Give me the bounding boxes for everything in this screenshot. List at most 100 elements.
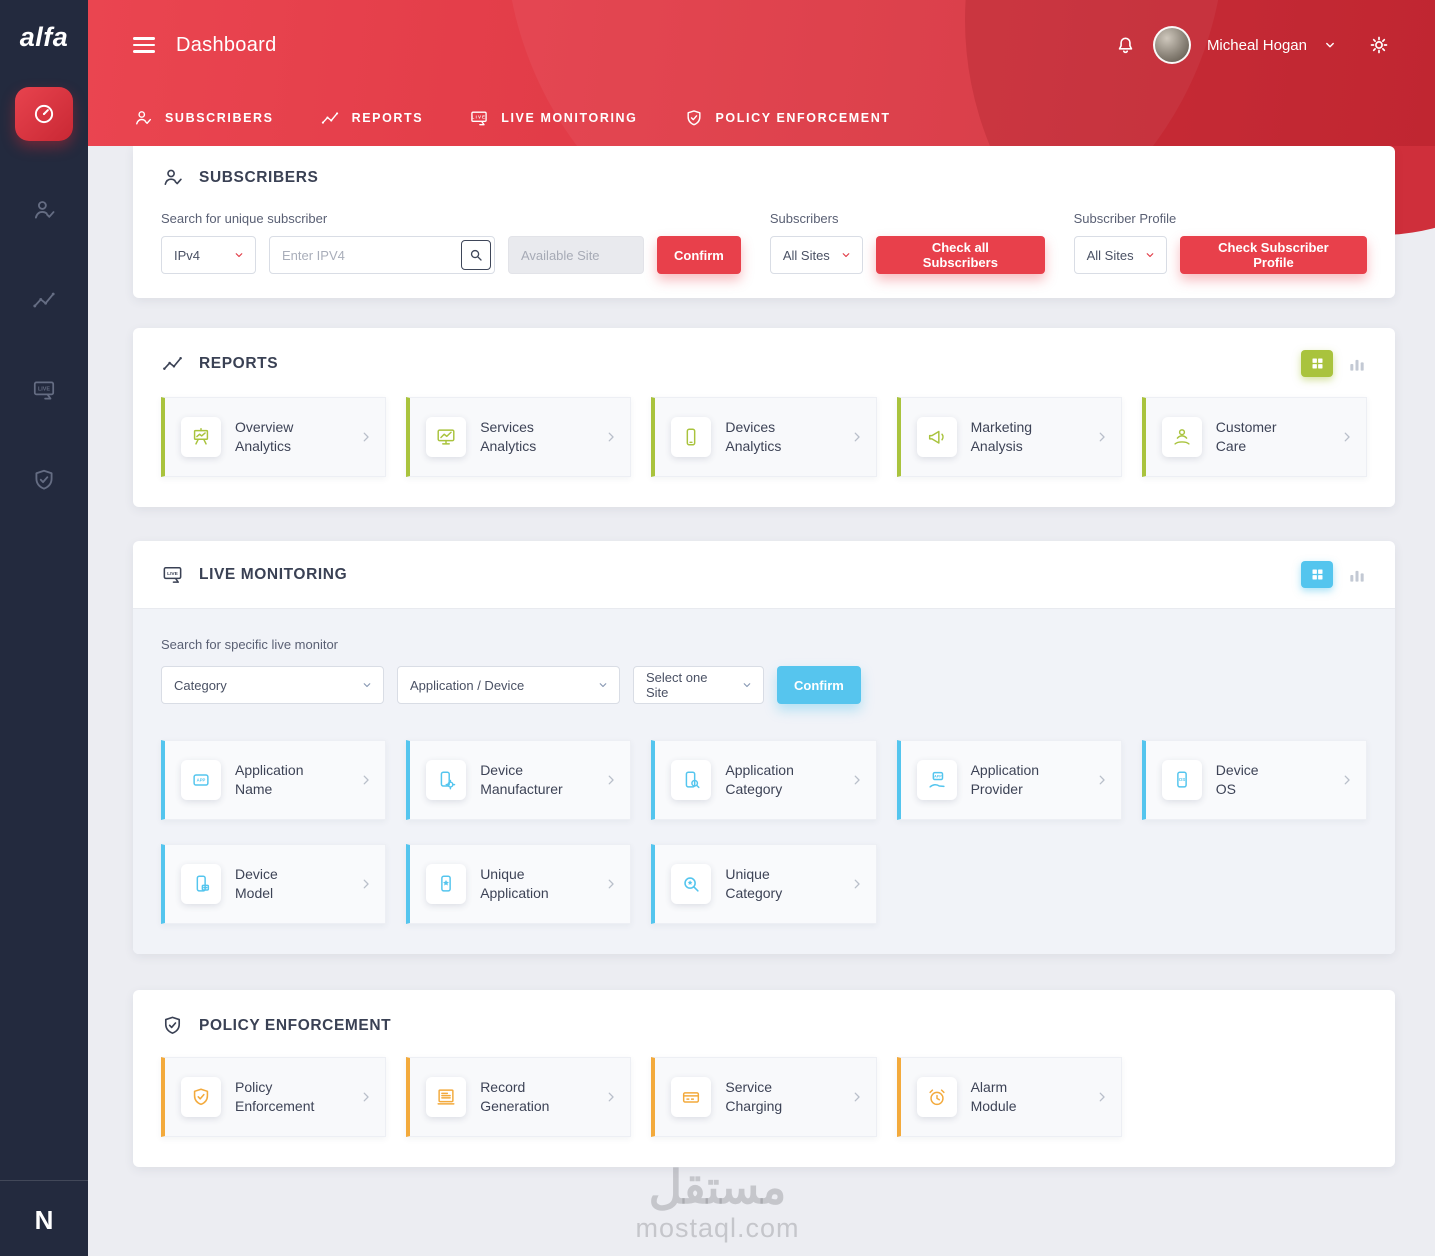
search-icon[interactable] xyxy=(461,240,491,270)
tile-device-os[interactable]: Device OS xyxy=(1141,740,1367,820)
shield-icon xyxy=(161,1014,184,1037)
card-title-policy-enforcement: POLICY ENFORCEMENT xyxy=(199,1016,392,1034)
tile-policy-enforcement[interactable]: Policy Enforcement xyxy=(161,1057,387,1137)
policy-enforcement-card: POLICY ENFORCEMENT Policy Enforcement Rec… xyxy=(133,990,1395,1167)
search-subscriber-label: Search for unique subscriber xyxy=(161,211,328,226)
tab-subscribers[interactable]: SUBSCRIBERS xyxy=(133,108,274,128)
tile-device-manufacturer[interactable]: Device Manufacturer xyxy=(406,740,632,820)
grid-icon xyxy=(1310,356,1325,371)
bar-chart-icon xyxy=(1347,354,1367,374)
check-all-subscribers-button[interactable]: Check all Subscribers xyxy=(876,236,1045,274)
live-monitor-icon xyxy=(469,108,489,128)
category-select[interactable]: Category xyxy=(161,666,384,704)
tile-overview-analytics[interactable]: Overview Analytics xyxy=(161,397,387,477)
chevron-down-icon xyxy=(361,679,373,691)
alfa-logo: alfa xyxy=(19,22,69,52)
tile-unique-application[interactable]: Unique Application xyxy=(406,844,632,924)
chevron-right-icon xyxy=(359,1090,373,1104)
chart-view-toggle[interactable] xyxy=(1347,354,1367,374)
card-title-live-monitoring: LIVE MONITORING xyxy=(199,565,348,583)
phone-star-icon xyxy=(426,864,467,904)
alarm-clock-icon xyxy=(916,1077,957,1117)
chevron-right-icon xyxy=(1095,430,1109,444)
tab-policy-enforcement[interactable]: POLICY ENFORCEMENT xyxy=(684,108,891,128)
customer-care-icon xyxy=(1161,417,1202,457)
sidebar-item-reports[interactable] xyxy=(31,287,57,313)
user-menu-chevron-down-icon[interactable] xyxy=(1323,38,1337,52)
sidebar-item-live-monitoring[interactable] xyxy=(31,377,57,403)
live-monitor-icon xyxy=(161,563,184,586)
search-star-icon xyxy=(671,864,712,904)
phone-icon xyxy=(671,417,712,457)
tile-application-provider[interactable]: Application Provider xyxy=(896,740,1122,820)
tab-label: REPORTS xyxy=(351,111,424,125)
tile-devices-analytics[interactable]: Devices Analytics xyxy=(651,397,877,477)
grid-view-toggle[interactable] xyxy=(1301,350,1333,377)
chevron-down-icon xyxy=(741,679,753,691)
notifications-bell-icon[interactable] xyxy=(1114,34,1137,57)
avatar[interactable] xyxy=(1152,26,1191,64)
subscribers-label: Subscribers xyxy=(769,211,839,226)
chevron-right-icon xyxy=(359,430,373,444)
chart-icon xyxy=(320,108,340,128)
shield-icon xyxy=(31,467,57,493)
header: Dashboard Micheal Hogan SUBSCRIBERS xyxy=(88,0,1435,146)
chevron-right-icon xyxy=(850,430,864,444)
ip-input[interactable] xyxy=(269,236,495,274)
live-confirm-button[interactable]: Confirm xyxy=(777,666,861,704)
tile-record-generation[interactable]: Record Generation xyxy=(406,1057,632,1137)
page-title: Dashboard xyxy=(176,33,277,56)
shield-icon xyxy=(684,108,704,128)
profile-sites-select[interactable]: All Sites xyxy=(1073,236,1167,274)
bar-chart-icon xyxy=(1347,565,1367,585)
chevron-right-icon xyxy=(604,430,618,444)
user-name[interactable]: Micheal Hogan xyxy=(1206,36,1307,54)
chart-icon xyxy=(161,352,184,375)
app-box-icon xyxy=(181,760,221,800)
site-select[interactable]: Select one Site xyxy=(633,666,764,704)
tab-reports[interactable]: REPORTS xyxy=(320,108,424,128)
grid-view-toggle[interactable] xyxy=(1301,561,1333,588)
phone-tag-icon xyxy=(181,864,221,904)
subscribers-sites-select[interactable]: All Sites xyxy=(769,236,864,274)
sidebar-item-dashboard[interactable] xyxy=(15,87,73,141)
available-site-input xyxy=(508,236,644,274)
tile-services-analytics[interactable]: Services Analytics xyxy=(406,397,632,477)
card-title-subscribers: SUBSCRIBERS xyxy=(199,168,319,186)
tile-service-charging[interactable]: Service Charging xyxy=(651,1057,877,1137)
gear-icon[interactable] xyxy=(1367,33,1391,57)
reports-card: REPORTS Overview Analytics xyxy=(133,328,1395,507)
confirm-button[interactable]: Confirm xyxy=(657,236,741,274)
menu-icon[interactable] xyxy=(133,37,157,53)
tile-device-model[interactable]: Device Model xyxy=(161,844,387,924)
sidebar-divider xyxy=(0,1180,88,1181)
top-nav: SUBSCRIBERS REPORTS LIVE MONITORING POLI… xyxy=(88,90,1435,146)
chevron-right-icon xyxy=(1340,430,1354,444)
chevron-down-icon xyxy=(597,679,609,691)
tile-alarm-module[interactable]: Alarm Module xyxy=(896,1057,1122,1137)
tab-live-monitoring[interactable]: LIVE MONITORING xyxy=(469,108,637,128)
chevron-right-icon xyxy=(1340,773,1354,787)
tile-marketing-analysis[interactable]: Marketing Analysis xyxy=(896,397,1122,477)
phone-gear-icon xyxy=(426,760,467,800)
sidebar-item-policy[interactable] xyxy=(31,467,57,493)
tile-application-category[interactable]: Application Category xyxy=(651,740,877,820)
tile-customer-care[interactable]: Customer Care xyxy=(1141,397,1367,477)
sidebar-nav xyxy=(31,197,57,493)
chevron-right-icon xyxy=(604,1090,618,1104)
sidebar-item-subscribers[interactable] xyxy=(31,197,57,223)
card-title-reports: REPORTS xyxy=(199,354,279,372)
sidebar: alfa N xyxy=(0,0,88,1256)
tile-application-name[interactable]: Application Name xyxy=(161,740,387,820)
shield-icon xyxy=(181,1077,221,1117)
ip-type-select[interactable]: IPv4 xyxy=(161,236,256,274)
chevron-right-icon xyxy=(359,773,373,787)
chevron-right-icon xyxy=(359,877,373,891)
application-device-select[interactable]: Application / Device xyxy=(397,666,620,704)
chevron-right-icon xyxy=(604,877,618,891)
chevron-right-icon xyxy=(1095,1090,1109,1104)
tile-unique-category[interactable]: Unique Category xyxy=(651,844,877,924)
check-subscriber-profile-button[interactable]: Check Subscriber Profile xyxy=(1179,236,1367,274)
chart-view-toggle[interactable] xyxy=(1347,565,1367,585)
screen-chart-icon xyxy=(426,417,467,457)
